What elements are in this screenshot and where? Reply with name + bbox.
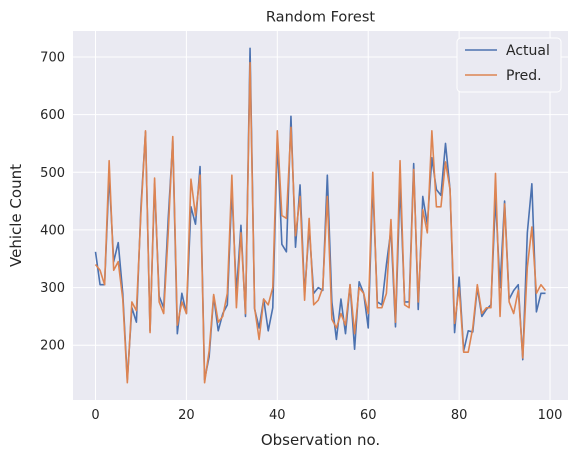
legend-label-actual: Actual	[506, 43, 550, 59]
x-tick-label: 100	[538, 408, 563, 423]
x-tick-label: 80	[451, 408, 468, 423]
legend-box	[456, 37, 562, 93]
x-tick-label: 40	[269, 408, 286, 423]
x-tick-labels: 0 20 40 60 80 100	[91, 408, 562, 423]
y-tick-label: 600	[40, 108, 65, 123]
y-tick-label: 400	[40, 223, 65, 238]
grid-lines	[73, 31, 568, 400]
y-tick-label: 500	[40, 166, 65, 181]
x-axis-label: Observation no.	[261, 431, 380, 449]
y-tick-label: 700	[40, 50, 65, 65]
series-line-pred	[94, 61, 547, 384]
x-tick-label: 0	[91, 408, 99, 423]
x-tick-label: 20	[178, 408, 195, 423]
y-tick-label: 300	[40, 281, 65, 296]
legend-label-pred: Pred.	[506, 68, 542, 84]
chart-title: Random Forest	[266, 10, 375, 26]
series-lines	[94, 47, 547, 384]
y-tick-labels: 200 300 400 500 600 700	[40, 50, 65, 353]
x-tick-label: 60	[360, 408, 377, 423]
y-axis-label: Vehicle Count	[7, 164, 25, 267]
y-tick-label: 200	[40, 339, 65, 354]
legend: Actual Pred.	[456, 37, 562, 93]
